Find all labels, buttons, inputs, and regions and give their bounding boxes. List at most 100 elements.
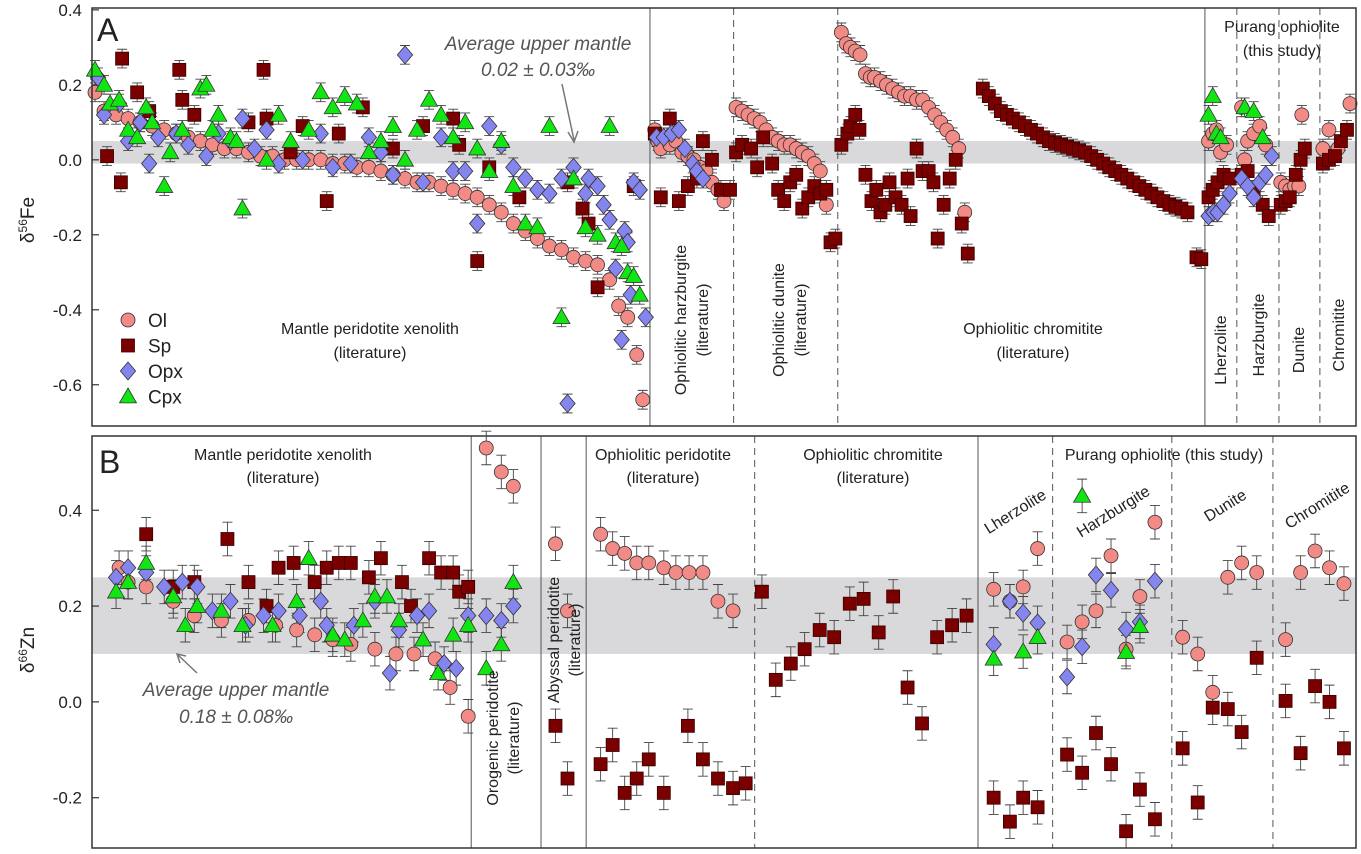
- ol-point: [1175, 629, 1191, 645]
- subsection-chromitite-b: Chromitite: [1282, 480, 1353, 533]
- y-tick-label: 0.2: [58, 597, 82, 616]
- cpx-point: [94, 75, 114, 92]
- sp-point: [1322, 694, 1337, 709]
- opx-point: [1087, 565, 1105, 585]
- sp-point: [361, 570, 376, 585]
- plot-frame-b: [91, 435, 1357, 849]
- sp-point: [777, 194, 792, 208]
- opx-point: [676, 138, 694, 159]
- sp-point: [960, 246, 975, 261]
- y-tick-label: 0.4: [58, 501, 82, 520]
- ol-point: [611, 298, 627, 314]
- cpx-point: [287, 591, 306, 609]
- section-label-abyssal-b: Abyssal peridotite: [546, 577, 563, 703]
- ol-point: [602, 272, 618, 288]
- cpx-point: [552, 307, 571, 325]
- opx-point: [150, 127, 167, 147]
- cpx-point: [443, 128, 463, 145]
- opx-point: [553, 168, 570, 189]
- sp-point: [936, 197, 951, 212]
- section-label-xenolith-b: Mantle peridotite xenolith: [194, 447, 372, 464]
- opx-point: [517, 168, 534, 189]
- sp-point: [256, 62, 271, 77]
- sp-point: [560, 771, 575, 786]
- sp-point: [590, 280, 605, 295]
- opx-point: [222, 591, 239, 611]
- y-axis-label-b: δ66Zn: [16, 627, 39, 673]
- sp-point: [827, 630, 842, 645]
- y-tick-label: 0.4: [58, 1, 82, 20]
- ol-point: [986, 581, 1002, 597]
- cpx-point: [407, 120, 427, 137]
- ol-point: [710, 593, 726, 609]
- sp-point: [1293, 746, 1308, 761]
- y-tick-label: -0.2: [53, 789, 82, 808]
- sp-point: [819, 182, 834, 197]
- sp-point: [286, 556, 301, 570]
- section-label-xenolith-b-sub: (literature): [247, 470, 320, 487]
- ol-point: [852, 47, 868, 63]
- sp-point: [331, 126, 346, 141]
- cpx-point: [299, 120, 318, 137]
- cpx-point: [455, 113, 475, 130]
- opx-point: [324, 157, 341, 177]
- ol-point: [560, 603, 575, 619]
- sp-point: [331, 556, 346, 570]
- cpx-point: [299, 548, 318, 565]
- ol-point: [1205, 684, 1221, 700]
- sp-point: [738, 776, 753, 791]
- section-label-chromitite-a-sub: (literature): [997, 345, 1070, 362]
- section-label-dunite-a-sub: (literature): [793, 284, 810, 357]
- cpx-point: [323, 625, 342, 642]
- sp-point: [871, 625, 886, 640]
- section-label-abyssal-b-sub: (literature): [567, 604, 584, 677]
- opx-point: [384, 165, 402, 185]
- ol-point: [1252, 118, 1268, 134]
- cpx-point: [212, 601, 231, 618]
- ol-point: [620, 309, 636, 325]
- sp-point: [671, 194, 686, 208]
- cpx-point: [335, 86, 354, 103]
- sp-point: [756, 130, 771, 145]
- cpx-point: [161, 143, 180, 160]
- sp-point: [1175, 741, 1190, 756]
- cpx-point: [269, 105, 288, 122]
- section-label-harzburgite-a: Ophiolitic harzburgite: [673, 245, 690, 395]
- opx-point: [1263, 146, 1280, 166]
- cpx-point: [1253, 128, 1272, 145]
- opx-point: [457, 161, 474, 181]
- sp-point: [755, 584, 769, 599]
- cpx-point: [118, 572, 138, 589]
- sp-point: [900, 171, 915, 186]
- section-label-chromitite-a: Ophiolitic chromitite: [963, 321, 1103, 338]
- opx-point: [312, 591, 329, 611]
- section-label-chromitite-b-sub: (literature): [837, 470, 910, 487]
- sp-point: [869, 182, 884, 197]
- cpx-point: [136, 98, 156, 115]
- cpx-point: [227, 131, 246, 148]
- sp-point: [1089, 726, 1103, 740]
- cpx-point: [365, 587, 385, 604]
- section-label-ophi-peridotite-b-sub: (literature): [627, 470, 700, 487]
- cpx-point: [143, 113, 162, 130]
- opx-point: [493, 610, 510, 631]
- sp-point: [954, 216, 969, 231]
- cpx-point: [480, 161, 499, 178]
- cpx-point: [477, 659, 496, 676]
- sp-point: [768, 672, 783, 687]
- cpx-point: [459, 615, 478, 633]
- sp-point: [723, 182, 737, 197]
- sp-point: [575, 201, 590, 216]
- sp-point: [1282, 190, 1297, 205]
- cpx-point: [281, 131, 300, 148]
- sp-point: [1148, 812, 1162, 827]
- y-tick-label: -0.2: [53, 226, 82, 245]
- ol-point: [1015, 579, 1031, 595]
- sp-point: [653, 190, 668, 205]
- sp-point: [605, 738, 620, 752]
- cpx-point: [1072, 486, 1092, 503]
- opx-point: [1001, 591, 1019, 611]
- opx-point: [270, 601, 287, 621]
- sp-point: [915, 716, 929, 731]
